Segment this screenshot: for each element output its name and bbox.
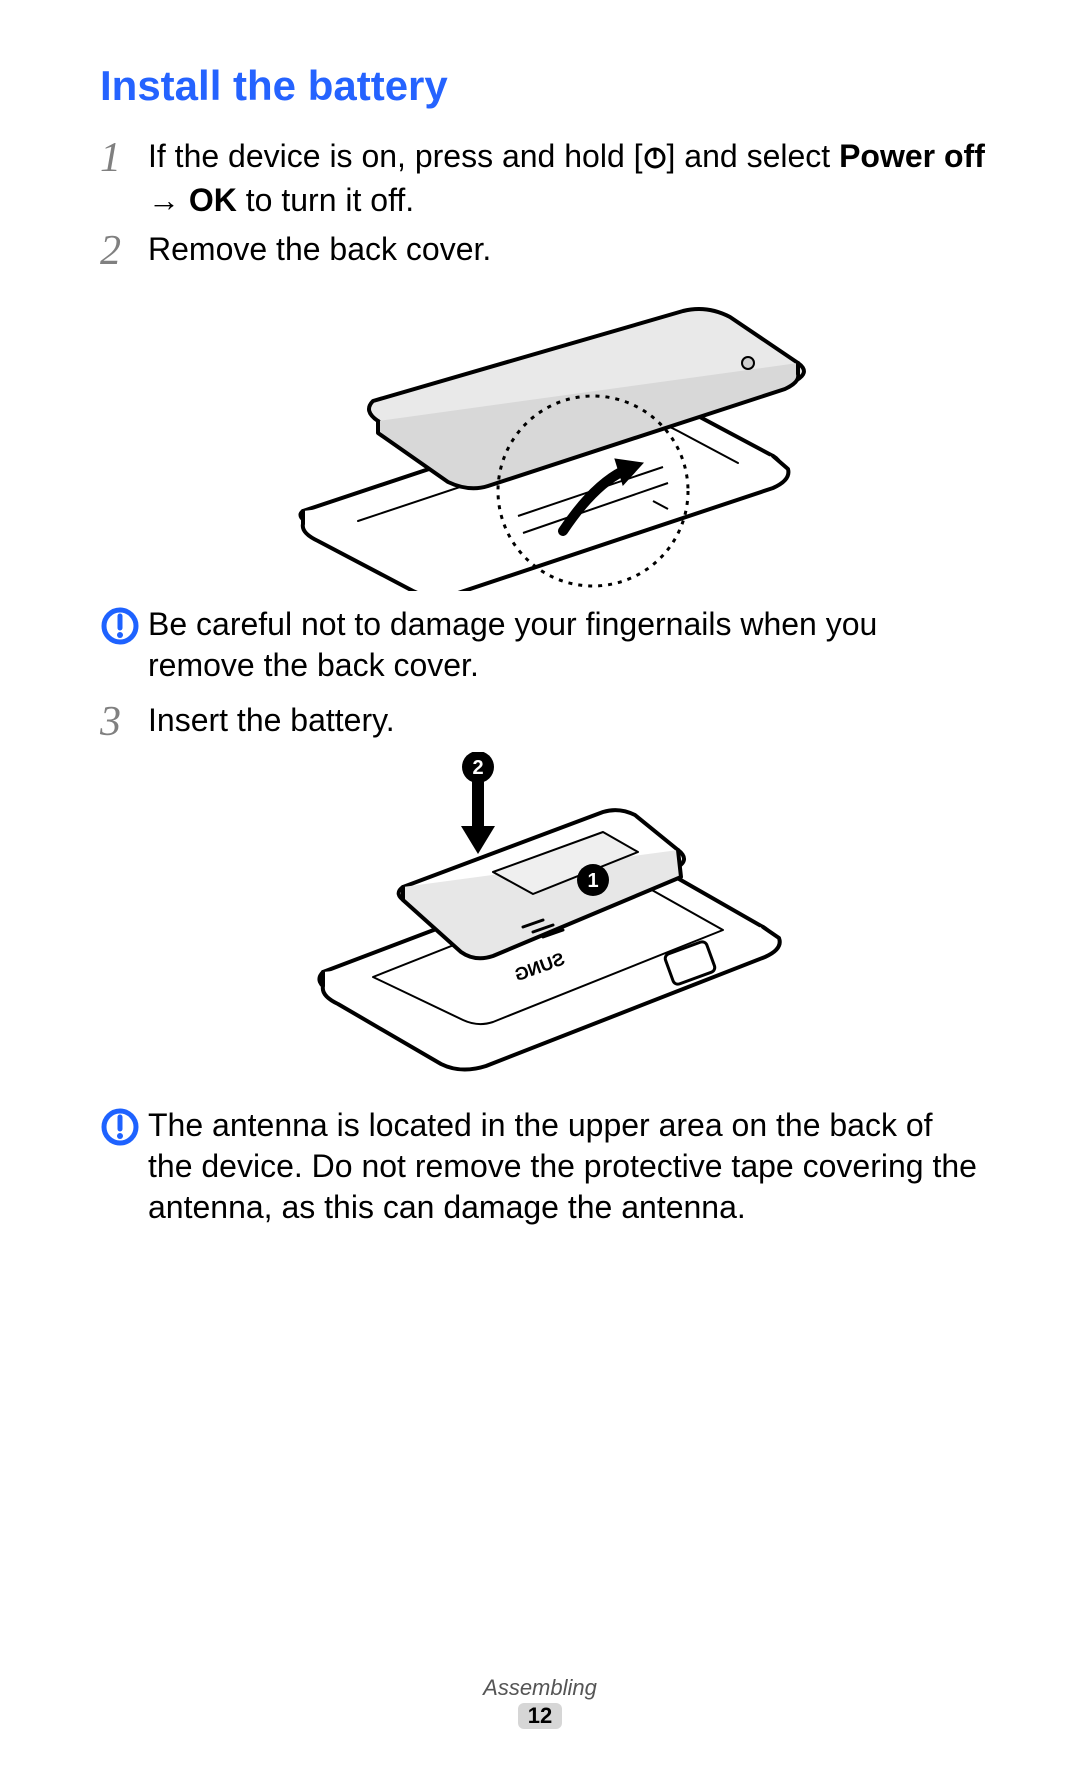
step-number: 2 <box>100 229 148 273</box>
step-text: ] and select <box>667 138 840 174</box>
caution-callout: The antenna is located in the upper area… <box>100 1105 985 1228</box>
caution-text: Be careful not to damage your fingernail… <box>148 604 985 686</box>
step-text: to turn it off. <box>237 182 414 218</box>
figure-marker-1: 1 <box>587 870 598 892</box>
step-2: 2 Remove the back cover. <box>100 229 985 273</box>
manual-page: Install the battery 1 If the device is o… <box>0 0 1080 1771</box>
step-text: If the device is on, press and hold [ <box>148 138 643 174</box>
figure-remove-cover <box>100 281 985 596</box>
step-body: Insert the battery. <box>148 700 985 741</box>
step-text-bold: OK <box>189 182 237 218</box>
figure-insert-battery: SUNG 2 1 <box>100 752 985 1097</box>
step-number: 3 <box>100 700 148 744</box>
page-footer: Assembling 12 <box>0 1675 1080 1729</box>
step-body: Remove the back cover. <box>148 229 985 270</box>
step-3: 3 Insert the battery. <box>100 700 985 744</box>
caution-icon <box>100 604 148 651</box>
page-title: Install the battery <box>100 62 985 110</box>
step-number: 1 <box>100 136 148 180</box>
step-text: Insert the battery. <box>148 702 395 738</box>
step-body: If the device is on, press and hold [ ] a… <box>148 136 985 221</box>
caution-callout: Be careful not to damage your fingernail… <box>100 604 985 686</box>
step-text-bold: Power off <box>839 138 985 174</box>
caution-icon <box>100 1105 148 1152</box>
step-1: 1 If the device is on, press and hold []… <box>100 136 985 221</box>
power-icon <box>643 139 667 180</box>
footer-section-label: Assembling <box>0 1675 1080 1701</box>
step-text: → <box>148 182 189 218</box>
page-number-badge: 12 <box>518 1703 562 1729</box>
caution-text: The antenna is located in the upper area… <box>148 1105 985 1228</box>
steps-list: 1 If the device is on, press and hold []… <box>100 136 985 1228</box>
figure-marker-2: 2 <box>472 757 483 779</box>
step-text: Remove the back cover. <box>148 231 491 267</box>
